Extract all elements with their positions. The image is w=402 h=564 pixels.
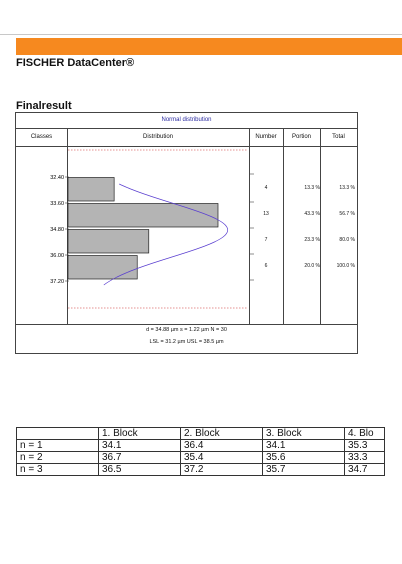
table-header-cell: 4. Blo [344,427,385,440]
table-cell: 36.4 [180,439,263,452]
class-label: 34.80 [50,227,64,233]
col-sep-4 [320,129,321,324]
table-row: n = 3 36.5 37.2 35.7 34.7 [16,463,385,476]
histogram-bar [67,177,115,202]
class-label: 37.20 [50,279,64,285]
header-divider [16,146,357,147]
table-cell: 34.1 [262,439,345,452]
table-cell: 36.5 [98,463,181,476]
row-total: 100.0 % [336,263,355,269]
table-header-cell [16,427,99,440]
distribution-panel: Normal distribution Classes Distribution… [15,112,358,354]
class-label: 32.40 [50,175,64,181]
table-header-cell: 3. Block [262,427,345,440]
table-cell: 37.2 [180,463,263,476]
table-header-row: 1. Block 2. Block 3. Block 4. Blo [16,427,385,440]
table-cell: 34.1 [98,439,181,452]
row-total: 80.0 % [339,237,355,243]
header-number: Number [255,134,277,140]
table-header-cell: 2. Block [180,427,263,440]
top-divider [0,34,402,35]
header-total: Total [332,134,345,140]
table-cell: 35.3 [344,439,385,452]
row-portion: 23.3 % [304,237,320,243]
table-cell: 34.7 [344,463,385,476]
table-cell: 33.3 [344,451,385,464]
header-distribution: Distribution [142,134,173,140]
header-portion: Portion [291,134,311,140]
col-sep-1 [67,129,68,324]
histogram-bar [67,229,150,254]
blocks-table: 1. Block 2. Block 3. Block 4. Blo n = 1 34.1 3… [16,427,385,476]
class-label: 36.00 [50,253,64,259]
class-label: 33.60 [50,201,64,207]
col-sep-3 [283,129,284,324]
histogram-chart: 32.40 33.60 34.80 36.00 37.20 [50,149,254,309]
table-cell: 35.7 [262,463,345,476]
table-header-cell: 1. Block [98,427,181,440]
table-cell: n = 3 [16,463,99,476]
table-cell: 35.6 [262,451,345,464]
stats-line-1: d = 34.88 µm s = 1.22 µm N = 30 [146,327,227,333]
col-sep-2 [249,129,250,324]
row-number: 7 [264,237,268,243]
row-number: 4 [264,185,268,191]
table-cell: n = 2 [16,451,99,464]
header-classes: Classes [30,134,53,140]
table-row: n = 2 36.7 35.4 35.6 33.3 [16,451,385,464]
row-total: 13.3 % [339,185,355,191]
section-title: Finalresult [16,100,72,112]
table-row: n = 1 34.1 36.4 34.1 35.3 [16,439,385,452]
row-total: 56.7 % [339,211,355,217]
normal-curve [103,183,229,286]
blocks-clip: 1. Block 2. Block 3. Block 4. Blo n = 1 34.1 3… [0,420,402,480]
panel-title: Normal distribution [16,113,357,129]
row-portion: 13.3 % [304,185,320,191]
row-number: 13 [263,211,269,217]
stats-line-2: LSL = 31.2 µm USL = 38.5 µm [149,339,224,345]
table-cell: n = 1 [16,439,99,452]
histogram-bar [67,203,219,228]
row-portion: 43.3 % [304,211,320,217]
table-cell: 35.4 [180,451,263,464]
brand-banner [16,38,402,55]
row-number: 6 [264,263,268,269]
footer-divider [16,324,357,325]
histogram-bar [67,255,138,280]
table-cell: 36.7 [98,451,181,464]
row-portion: 20.0 % [304,263,320,269]
brand-title: FISCHER DataCenter® [16,57,135,69]
